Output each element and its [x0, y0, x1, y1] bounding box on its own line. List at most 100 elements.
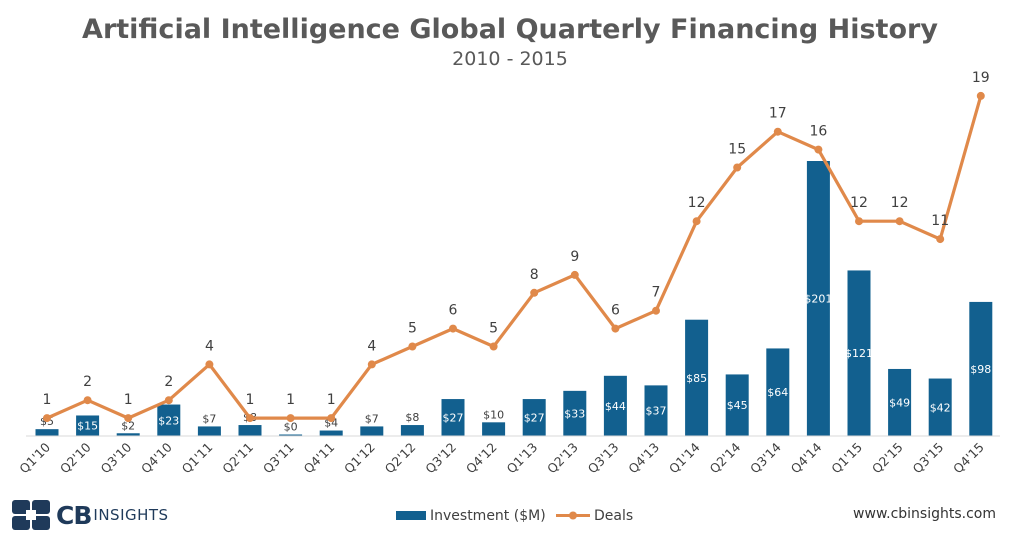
x-tick-label: Q3'13 [585, 440, 622, 477]
deals-data-label: 5 [489, 321, 498, 337]
deals-point [164, 396, 173, 405]
investment-data-label: $15 [77, 420, 98, 433]
investment-bar [725, 374, 749, 436]
x-axis: Q1'10 Q2'10 Q3'10 Q4'10 Q1'11 Q2'11 Q3'11 Q4'11… [16, 435, 1000, 477]
deals-data-label: 4 [205, 338, 214, 354]
x-tick-label: Q1'11 [179, 440, 216, 477]
investment-data-label: $45 [727, 399, 748, 412]
investment-data-label: $8 [405, 411, 419, 424]
logo-text-insights: INSIGHTS [93, 506, 169, 524]
x-tick-label: Q4'10 [138, 439, 175, 476]
deals-data-label: 8 [530, 267, 539, 283]
investment-data-label: $121 [845, 347, 873, 360]
deals-point [489, 342, 498, 351]
deals-point [83, 396, 92, 405]
deals-point [733, 163, 742, 172]
deals-data-label: 12 [688, 195, 706, 211]
investment-bar [644, 385, 668, 436]
deals-data-label: 1 [286, 392, 295, 408]
deals-data-label: 6 [449, 303, 458, 319]
deals-data-label: 19 [972, 70, 990, 86]
investment-bar [441, 399, 465, 436]
investment-data-label: $201 [804, 293, 832, 306]
investment-data-label: $10 [483, 408, 504, 421]
deals-data-label: 7 [652, 285, 661, 301]
investment-bar [522, 399, 546, 436]
x-tick-label: Q3'15 [909, 440, 946, 477]
investment-data-label: $33 [564, 407, 585, 420]
investment-bar [116, 433, 140, 436]
deals-point [124, 414, 133, 423]
deals-data-label: 12 [850, 195, 868, 211]
x-tick-label: Q3'11 [260, 440, 297, 477]
investment-bar [847, 270, 871, 436]
chart-subtitle: 2010 - 2015 [452, 48, 568, 70]
investment-data-label: $42 [930, 401, 951, 414]
investment-data-label: $98 [970, 363, 991, 376]
investment-data-label: $27 [524, 412, 545, 425]
investment-bar [806, 161, 830, 436]
investment-data-label: $44 [605, 400, 626, 413]
deals-data-label: 15 [728, 142, 746, 158]
investment-bar [400, 425, 424, 436]
investment-data-label: $2 [121, 419, 135, 432]
deals-point [773, 127, 782, 136]
x-tick-label: Q2'13 [544, 440, 581, 477]
deals-point [246, 414, 254, 423]
investment-bar [76, 415, 100, 436]
investment-data-label: $64 [767, 386, 788, 399]
deals-point [408, 342, 417, 351]
x-tick-label: Q4'11 [300, 440, 337, 477]
investment-data-label: $7 [365, 412, 379, 425]
investment-bar [766, 348, 790, 436]
x-tick-label: Q1'15 [828, 440, 865, 477]
legend-deals-label: Deals [594, 508, 633, 524]
deals-point [286, 414, 295, 423]
deals-data-label: 11 [931, 213, 949, 229]
deals-point [652, 306, 660, 315]
deals-data-label: 2 [164, 374, 173, 390]
cb-insights-logo: CB INSIGHTS [12, 498, 169, 532]
chart-legend: Investment ($M) Deals [396, 508, 633, 524]
x-tick-label: Q1'10 [16, 439, 53, 476]
investment-bar [319, 430, 343, 436]
x-tick-label: Q2'11 [219, 440, 256, 477]
x-tick-label: Q2'15 [869, 440, 906, 477]
deals-data-label: 4 [367, 338, 376, 354]
deals-point [570, 270, 579, 279]
legend-deals-marker [569, 511, 577, 520]
deals-point [936, 235, 945, 244]
x-tick-label: Q3'14 [747, 439, 784, 476]
deals-point [367, 360, 376, 369]
chart-title: Artificial Intelligence Global Quarterly… [82, 14, 938, 45]
investment-data-label: $49 [889, 396, 910, 409]
cb-logo-icon [12, 500, 50, 530]
investment-data-label: $85 [686, 372, 707, 385]
x-tick-label: Q4'12 [463, 440, 500, 477]
deals-data-label: 12 [891, 195, 909, 211]
deals-point [530, 288, 539, 297]
x-tick-label: Q4'15 [950, 440, 987, 477]
investment-bar-labels: $5$15$2$23$7$8$0$4$7$8$27$10$27$33$44$37… [40, 293, 991, 434]
investment-data-label: $0 [284, 421, 298, 434]
x-tick-label: Q2'10 [57, 439, 94, 476]
investment-bar [279, 434, 303, 436]
deals-data-label: 6 [611, 303, 620, 319]
deals-data-label: 5 [408, 321, 417, 337]
legend-investment-swatch [396, 511, 426, 520]
investment-bar [157, 404, 181, 436]
deals-point [855, 217, 863, 226]
deals-data-label: 16 [809, 124, 827, 140]
investment-bar [35, 429, 59, 436]
x-tick-label: Q3'12 [422, 440, 459, 477]
deals-point [449, 324, 457, 333]
deals-point [895, 217, 904, 226]
x-tick-label: Q1'13 [503, 440, 540, 477]
deals-series-line [46, 95, 983, 420]
x-tick-label: Q2'12 [382, 440, 419, 477]
investment-bars [35, 161, 993, 436]
investment-bar [603, 375, 627, 436]
investment-bar [482, 422, 506, 436]
